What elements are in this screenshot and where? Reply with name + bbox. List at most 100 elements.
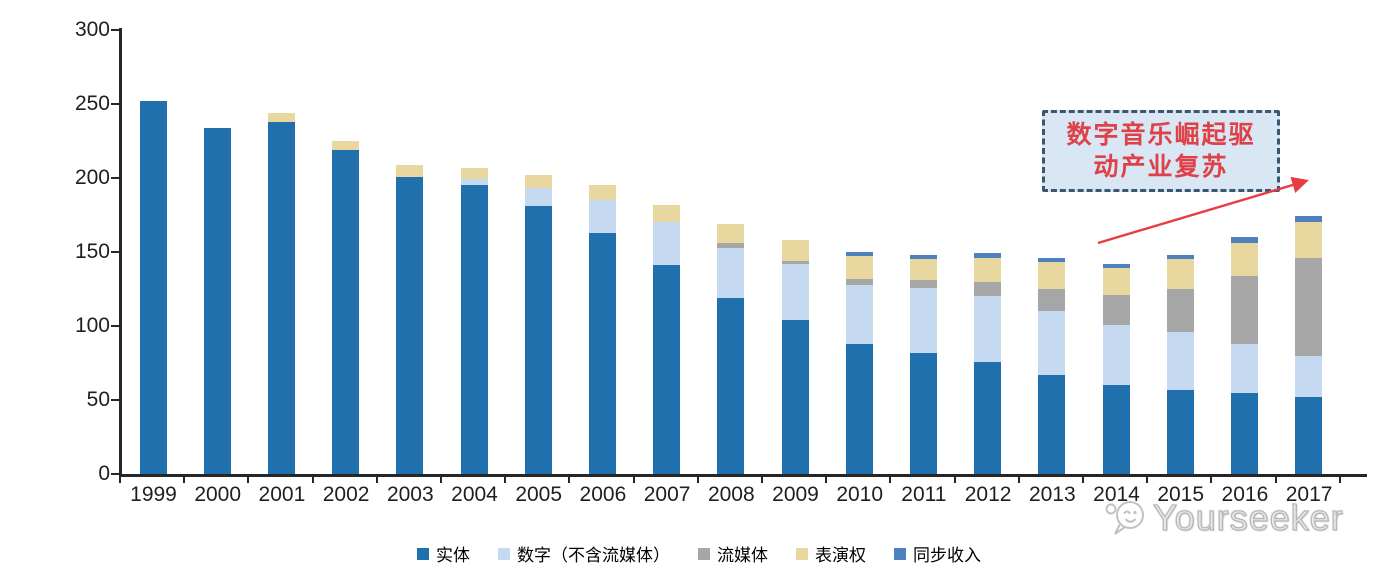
x-axis-tick — [696, 476, 699, 483]
bar-segment — [1295, 216, 1323, 223]
bar-segment — [1231, 237, 1258, 244]
legend-item-streaming: 流媒体 — [698, 541, 768, 566]
bar-segment — [1102, 324, 1130, 386]
y-axis-tick-label: 150 — [74, 240, 110, 263]
annotation-callout: 数字音乐崛起驱 动产业复苏 — [1042, 110, 1280, 192]
x-axis-tick — [247, 476, 250, 483]
y-axis-tick — [111, 399, 120, 401]
watermark: Yourseeker — [1103, 494, 1344, 542]
x-axis-tick-label: 2014 — [1093, 483, 1140, 506]
x-axis-tick-label: 2012 — [964, 483, 1012, 506]
legend-swatch-sync — [894, 547, 906, 560]
x-axis-tick — [1017, 476, 1020, 483]
bar-segment — [1295, 397, 1323, 474]
annotation-text-line2: 动产业复苏 — [1093, 153, 1229, 181]
bar-segment — [845, 284, 873, 344]
y-axis-tick-label: 50 — [86, 388, 110, 411]
bar-segment — [910, 352, 937, 474]
legend-item-digital: 数字（不含流媒体） — [498, 541, 670, 566]
bar-segment — [781, 320, 809, 474]
bar-segment — [589, 200, 616, 233]
y-axis-tick-label: 250 — [74, 92, 110, 115]
x-axis-tick-label: 2000 — [194, 483, 242, 506]
x-axis-tick — [440, 476, 442, 483]
bar-segment — [1038, 289, 1066, 312]
bar-segment — [1295, 355, 1323, 398]
y-axis-tick-label: 100 — [74, 314, 110, 337]
y-axis-tick-label: 300 — [74, 18, 110, 41]
bar-segment — [717, 223, 745, 244]
bar-segment — [460, 179, 488, 186]
bar-segment — [524, 206, 552, 474]
bar-segment — [717, 247, 745, 298]
x-axis-tick-label: 2008 — [707, 483, 755, 506]
bar-segment — [717, 243, 745, 248]
y-axis-tick — [111, 325, 120, 327]
x-axis-tick-label: 2007 — [643, 483, 691, 506]
x-axis-tick — [761, 476, 763, 483]
bar-segment — [1231, 343, 1258, 393]
legend-swatch-streaming — [698, 547, 710, 560]
x-axis-tick-label: 2011 — [901, 483, 947, 506]
bar-segment — [1295, 257, 1323, 356]
legend-item-performance: 表演权 — [796, 541, 866, 566]
y-axis-tick-label: 200 — [74, 166, 110, 189]
legend-swatch-performance — [796, 547, 808, 560]
x-axis-tick — [1210, 476, 1213, 483]
bar-segment — [653, 222, 681, 266]
bar-segment — [1102, 294, 1130, 325]
bar-segment — [332, 141, 360, 150]
bar-segment — [203, 127, 231, 474]
bar-segment — [781, 263, 809, 321]
x-axis-tick — [1338, 476, 1341, 483]
legend-swatch-physical — [417, 547, 429, 560]
x-axis-tick-label: 2001 — [258, 483, 306, 506]
x-axis-tick-label: 2016 — [1221, 483, 1269, 506]
bar-segment — [1038, 257, 1066, 263]
bar-segment — [139, 101, 167, 474]
bar-segment — [974, 296, 1002, 362]
legend-label: 流媒体 — [717, 546, 768, 565]
bar-segment — [1102, 263, 1130, 269]
x-axis-tick-label: 2004 — [451, 483, 498, 506]
y-axis-tick — [111, 177, 120, 179]
x-axis-tick — [504, 476, 507, 483]
y-axis-tick — [111, 473, 120, 475]
bar-segment — [910, 280, 937, 288]
bar-segment — [653, 204, 681, 223]
bar-segment — [1166, 259, 1194, 289]
x-axis-tick-label: 2013 — [1028, 483, 1076, 506]
legend-item-physical: 实体 — [417, 541, 470, 566]
bar-segment — [1166, 289, 1194, 332]
x-axis-tick-label: 2017 — [1285, 483, 1333, 506]
bar-segment — [1166, 389, 1194, 474]
x-axis-tick-label: 2002 — [322, 483, 370, 506]
legend-label: 表演权 — [815, 546, 866, 565]
bar-segment — [1231, 275, 1258, 344]
y-axis-line — [119, 28, 122, 476]
bar-segment — [653, 265, 681, 474]
x-axis-tick — [632, 476, 635, 483]
bar-segment — [845, 252, 873, 257]
y-axis-tick — [111, 103, 120, 105]
x-axis-tick-label: 2006 — [579, 483, 627, 506]
x-axis-tick — [311, 476, 314, 483]
legend-label: 数字（不含流媒体） — [517, 546, 670, 565]
bar-segment — [845, 278, 873, 285]
x-axis-tick — [1146, 476, 1149, 483]
bar-segment — [974, 253, 1002, 258]
bar-segment — [845, 343, 873, 474]
bar-segment — [332, 149, 360, 474]
bar-segment — [910, 259, 937, 281]
bar-segment — [1231, 392, 1258, 474]
y-axis-tick — [111, 251, 120, 253]
bar-segment — [1038, 262, 1066, 289]
x-axis-tick — [1082, 476, 1084, 483]
bar-segment — [845, 256, 873, 279]
bar-segment — [1102, 268, 1130, 295]
bar-segment — [974, 361, 1002, 474]
x-axis-tick — [568, 476, 571, 483]
legend-item-sync: 同步收入 — [894, 541, 981, 566]
